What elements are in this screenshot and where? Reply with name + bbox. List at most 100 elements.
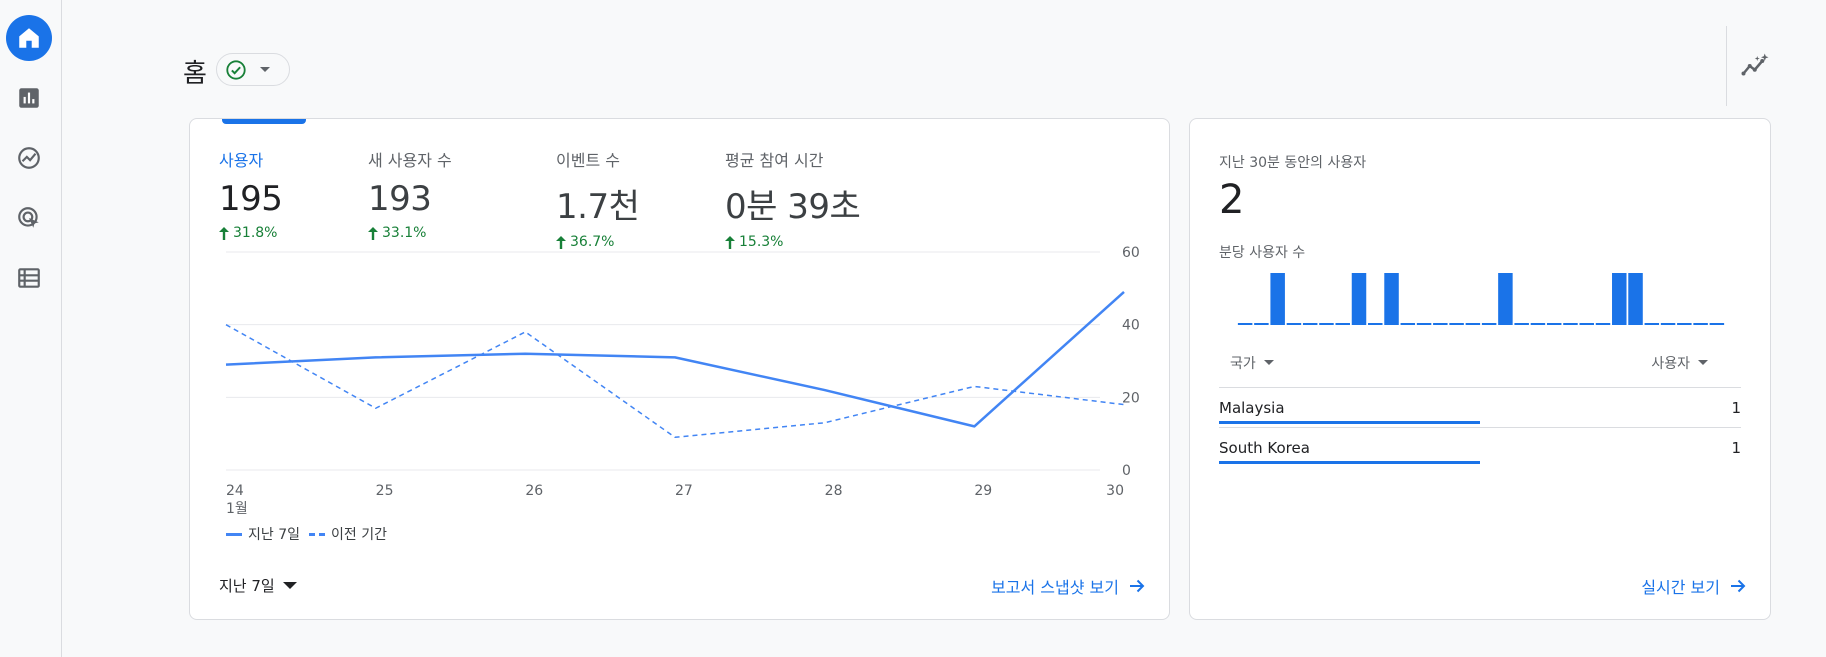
x-tick-label: 26 bbox=[525, 483, 543, 499]
x-sublabel: 1월 bbox=[226, 501, 248, 517]
caret-down-icon bbox=[1263, 360, 1274, 365]
minute-bar-empty bbox=[1530, 323, 1546, 325]
table-header-rule bbox=[1219, 387, 1741, 388]
metric-change: 15.3% bbox=[725, 234, 860, 250]
x-tick-label: 30 bbox=[1106, 483, 1124, 499]
series-line-previous bbox=[225, 324, 1125, 439]
arrow-up-icon bbox=[368, 226, 378, 240]
legend-solid-swatch bbox=[226, 532, 242, 536]
country-name: South Korea bbox=[1219, 439, 1310, 457]
series-line-current bbox=[225, 291, 1125, 428]
minute-bar-empty bbox=[1693, 323, 1708, 325]
legend-previous-label: 이전 기간 bbox=[331, 527, 387, 543]
caret-down-icon bbox=[282, 581, 297, 589]
minute-bar bbox=[1270, 273, 1285, 325]
metric-value: 0분 39초 bbox=[725, 187, 861, 227]
users-column-header[interactable]: 사용자 bbox=[1651, 353, 1708, 373]
view-report-snapshot-link[interactable]: 보고서 스냅샷 보기 bbox=[991, 574, 1145, 598]
nav-explore[interactable] bbox=[6, 135, 52, 181]
metric-change-value: 33.1% bbox=[382, 225, 427, 241]
view-realtime-label: 실시간 보기 bbox=[1641, 578, 1720, 597]
metric-change: 33.1% bbox=[368, 225, 452, 241]
minute-bar-empty bbox=[1416, 323, 1432, 325]
y-tick-label: 60 bbox=[1122, 245, 1140, 261]
realtime-card: 지난 30분 동안의 사용자 2 분당 사용자 수 국가 사용자 Malaysi… bbox=[1189, 118, 1771, 620]
nav-home[interactable] bbox=[6, 15, 52, 61]
home-icon bbox=[19, 28, 39, 48]
status-dropdown[interactable] bbox=[216, 53, 290, 86]
metric-label: 새 사용자 수 bbox=[368, 151, 452, 170]
minute-bar-empty bbox=[1465, 323, 1481, 325]
view-report-snapshot-label: 보고서 스냅샷 보기 bbox=[991, 578, 1119, 597]
date-range-dropdown[interactable]: 지난 7일 bbox=[219, 575, 297, 596]
minute-bar bbox=[1628, 273, 1643, 325]
per-minute-label: 분당 사용자 수 bbox=[1219, 245, 1306, 261]
minute-bar-empty bbox=[1286, 323, 1302, 325]
metric-change: 31.8% bbox=[219, 225, 282, 241]
metric-event-count[interactable]: 이벤트 수 1.7천 36.7% bbox=[556, 147, 640, 250]
row-rule bbox=[1219, 427, 1741, 428]
view-realtime-link[interactable]: 실시간 보기 bbox=[1641, 574, 1746, 598]
minute-bar-empty bbox=[1400, 323, 1416, 325]
table-row[interactable]: South Korea 1 bbox=[1219, 429, 1741, 469]
minute-bar-empty bbox=[1449, 323, 1464, 325]
metric-label: 사용자 bbox=[219, 151, 264, 170]
legend-dashed-swatch bbox=[309, 532, 325, 536]
minute-bar-empty bbox=[1302, 323, 1318, 325]
minute-bar-empty bbox=[1335, 323, 1350, 325]
minute-bar-empty bbox=[1579, 323, 1594, 325]
metric-value: 195 bbox=[219, 179, 283, 219]
y-tick-label: 0 bbox=[1122, 463, 1131, 479]
metric-new-users[interactable]: 새 사용자 수 193 33.1% bbox=[368, 147, 452, 241]
per-minute-bar-chart bbox=[1237, 273, 1725, 325]
metric-label: 이벤트 수 bbox=[556, 151, 620, 170]
user-count: 1 bbox=[1731, 399, 1741, 417]
page-title: 홈 bbox=[183, 59, 207, 89]
configure-icon bbox=[18, 268, 40, 288]
country-column-header[interactable]: 국가 bbox=[1230, 353, 1274, 373]
metric-change-value: 36.7% bbox=[570, 234, 615, 250]
date-range-label: 지난 7일 bbox=[219, 577, 275, 595]
header-divider bbox=[1726, 26, 1727, 106]
y-tick-label: 40 bbox=[1122, 318, 1140, 334]
minute-bar-empty bbox=[1237, 323, 1253, 325]
metric-avg-engagement[interactable]: 평균 참여 시간 0분 39초 15.3% bbox=[725, 147, 861, 250]
metric-users[interactable]: 사용자 195 31.8% bbox=[219, 147, 283, 241]
insights-icon bbox=[1741, 53, 1769, 76]
minute-bar bbox=[1612, 273, 1627, 325]
metric-change: 36.7% bbox=[556, 234, 639, 250]
x-tick-label: 27 bbox=[675, 483, 693, 499]
minute-bar-empty bbox=[1514, 323, 1529, 325]
x-tick-label: 28 bbox=[825, 483, 843, 499]
tab-indicator bbox=[222, 119, 306, 124]
minute-bar-empty bbox=[1254, 323, 1269, 325]
share-bar bbox=[1219, 421, 1480, 424]
metric-change-value: 31.8% bbox=[233, 225, 278, 241]
nav-configure[interactable] bbox=[6, 255, 52, 301]
legend-current: 지난 7일 bbox=[226, 524, 300, 544]
minute-bar-empty bbox=[1677, 323, 1692, 325]
minute-bar-empty bbox=[1563, 323, 1578, 325]
minute-bar-empty bbox=[1481, 323, 1497, 325]
legend-current-label: 지난 7일 bbox=[248, 527, 300, 543]
metric-change-value: 15.3% bbox=[739, 234, 784, 250]
x-tick-label: 24 bbox=[226, 483, 244, 499]
insights-button[interactable] bbox=[1738, 48, 1774, 84]
minute-bar-empty bbox=[1368, 323, 1383, 325]
country-name: Malaysia bbox=[1219, 399, 1285, 417]
minute-bar-empty bbox=[1546, 323, 1562, 325]
realtime-label: 지난 30분 동안의 사용자 bbox=[1219, 155, 1367, 171]
minute-bar-empty bbox=[1709, 323, 1725, 325]
minute-bar-empty bbox=[1433, 323, 1448, 325]
table-row[interactable]: Malaysia 1 bbox=[1219, 389, 1741, 429]
reports-icon bbox=[19, 88, 39, 108]
minute-bar-empty bbox=[1595, 323, 1611, 325]
users-column-label: 사용자 bbox=[1651, 356, 1690, 372]
metric-value: 1.7천 bbox=[556, 187, 640, 227]
arrow-up-icon bbox=[725, 235, 735, 249]
nav-reports[interactable] bbox=[6, 75, 52, 121]
minute-bar bbox=[1498, 273, 1513, 325]
arrow-right-icon bbox=[1731, 579, 1746, 593]
nav-advertising[interactable] bbox=[6, 195, 52, 241]
overview-card: 사용자 195 31.8% 새 사용자 수 193 33.1% 이벤트 수 1.… bbox=[189, 118, 1170, 620]
